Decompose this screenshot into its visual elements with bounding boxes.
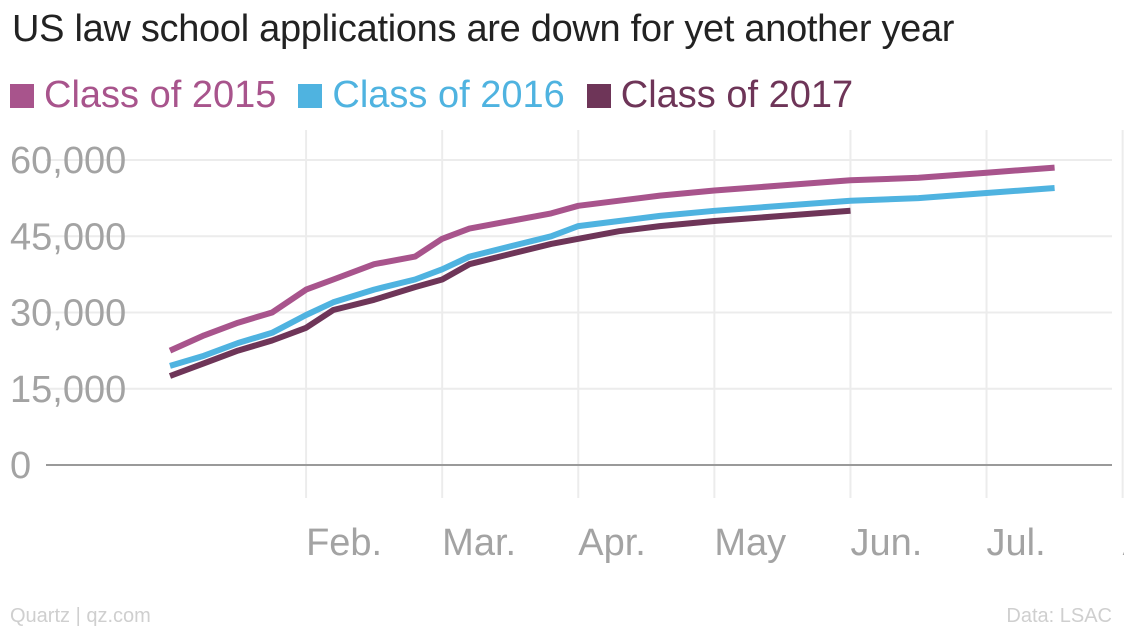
- chart-legend: Class of 2015 Class of 2016 Class of 201…: [10, 74, 875, 117]
- legend-swatch-2017: [586, 83, 611, 108]
- footer-source-right: Data: LSAC: [1006, 605, 1112, 627]
- legend-swatch-2016: [298, 83, 323, 108]
- x-tick-label-5: Jul.: [987, 522, 1046, 564]
- x-tick-label-3: May: [714, 522, 786, 564]
- legend-label-2015: Class of 2015: [44, 74, 277, 116]
- y-tick-label-1: 15,000: [10, 369, 126, 411]
- series-line-class-of-2016: [169, 185, 1055, 369]
- grid-lines: [46, 130, 1124, 498]
- x-tick-label-4: Jun.: [850, 522, 922, 564]
- y-tick-label-3: 45,000: [10, 216, 126, 258]
- y-tick-label-4: 60,000: [10, 140, 126, 182]
- x-tick-label-0: Feb.: [306, 522, 382, 564]
- chart-title: US law school applications are down for …: [12, 8, 955, 50]
- legend-item-2015: Class of 2015: [10, 74, 276, 117]
- legend-label-2017: Class of 2017: [620, 74, 854, 116]
- y-tick-label-0: 0: [10, 445, 31, 487]
- legend-item-2016: Class of 2016: [298, 74, 565, 117]
- x-tick-label-2: Apr.: [578, 522, 646, 564]
- series-lines: [168, 164, 1055, 379]
- legend-label-2016: Class of 2016: [332, 74, 565, 116]
- x-axis-tick-labels: Feb. Mar. Apr. May Jun. Jul. Aug.: [306, 522, 1124, 564]
- legend-item-2017: Class of 2017: [586, 74, 854, 117]
- x-tick-label-6: Aug.: [1123, 522, 1124, 564]
- series-line-class-of-2015: [168, 164, 1055, 354]
- x-tick-label-1: Mar.: [442, 522, 516, 564]
- series-line-class-of-2017: [168, 207, 851, 379]
- y-axis-tick-labels: 0 15,000 30,000 45,000 60,000: [10, 140, 126, 487]
- y-tick-label-2: 30,000: [10, 293, 126, 335]
- footer-source-left: Quartz | qz.com: [10, 605, 151, 627]
- legend-swatch-2015: [10, 83, 34, 108]
